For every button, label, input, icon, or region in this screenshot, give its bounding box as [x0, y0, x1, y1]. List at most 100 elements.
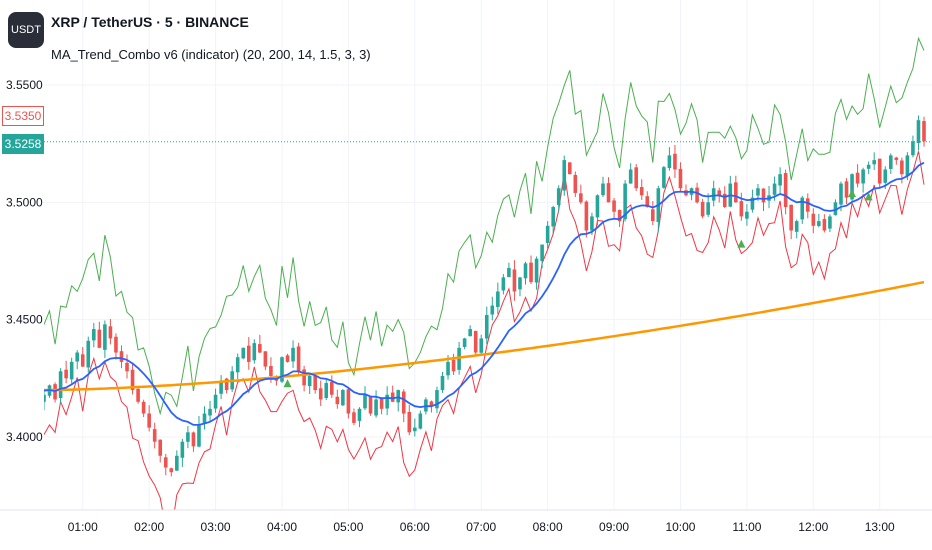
candle-body: [872, 160, 876, 165]
candle-body: [695, 187, 699, 203]
candle-body: [805, 198, 810, 212]
x-tick-label: 11:00: [732, 520, 761, 534]
candle-body: [329, 381, 334, 395]
candle-body: [584, 201, 589, 231]
candle-body: [534, 258, 539, 283]
candle-body: [147, 413, 151, 428]
candle-body: [540, 244, 544, 261]
indicator-legend-text: MA_Trend_Combo v6 (indicator) (20, 200, …: [51, 47, 371, 62]
candle-body: [900, 160, 904, 175]
candle-body: [667, 155, 672, 169]
candle-body: [496, 291, 500, 307]
candle-body: [595, 195, 600, 218]
x-tick-label: 01:00: [68, 520, 98, 534]
candle-body: [219, 380, 223, 394]
candle-body: [357, 408, 362, 421]
candle-body: [866, 164, 871, 169]
x-tick-label: 03:00: [201, 520, 231, 534]
candle-body: [523, 263, 528, 279]
candle-body: [125, 362, 129, 372]
candle-body: [75, 352, 80, 362]
candle-body: [462, 338, 467, 347]
candle-body: [811, 213, 816, 226]
buy-signal-marker: [864, 192, 873, 201]
y-tick-label: 3.4000: [6, 430, 43, 444]
x-tick-label: 05:00: [333, 520, 363, 534]
candle-body: [302, 369, 306, 386]
candle-body: [833, 202, 838, 216]
candle-body: [169, 468, 174, 473]
candle-body: [706, 202, 710, 215]
symbol-badge-label: USDT: [11, 24, 41, 36]
candle-body: [518, 277, 522, 290]
candle-body: [783, 173, 788, 208]
candle-body: [363, 394, 367, 409]
candle-body: [119, 351, 124, 362]
candle-body: [739, 201, 744, 217]
candle-body: [545, 225, 550, 243]
candle-body: [888, 155, 893, 169]
x-tick-label: 02:00: [134, 520, 164, 534]
candle-body: [911, 141, 915, 156]
candle-body: [756, 188, 760, 196]
candle-body: [446, 361, 450, 376]
candle-body: [855, 172, 860, 184]
candle-body: [490, 305, 495, 315]
candle-body: [822, 219, 827, 231]
indicator-legend[interactable]: MA_Trend_Combo v6 (indicator) (20, 200, …: [51, 47, 371, 62]
candle-body: [307, 375, 312, 387]
candle-body: [750, 197, 755, 210]
candle-body: [850, 174, 854, 200]
y-tick-label: 3.5000: [6, 195, 43, 209]
candle-body: [440, 375, 445, 391]
candle-body: [844, 181, 849, 198]
candle-body: [590, 216, 594, 231]
candle-body: [529, 262, 533, 283]
candle-body: [745, 211, 749, 219]
candle-body: [396, 390, 401, 403]
candle-body: [108, 326, 113, 339]
candle-body: [313, 375, 317, 391]
x-tick-label: 09:00: [599, 520, 629, 534]
candle-body: [507, 268, 511, 277]
upper-band-line: [43, 36, 925, 416]
chart-title[interactable]: XRP / TetherUS · 5 · BINANCE: [51, 14, 249, 30]
candle-body: [794, 221, 799, 232]
candle-body: [789, 204, 793, 231]
candle-body: [130, 369, 135, 391]
candle-body: [429, 401, 434, 407]
candle-body: [861, 169, 865, 184]
candle-body: [817, 221, 821, 226]
candle-body: [324, 383, 329, 399]
candle-body: [136, 388, 140, 402]
candle-body: [562, 160, 567, 191]
candle-body: [894, 157, 899, 161]
candle-body: [368, 396, 373, 414]
candle-body: [639, 187, 644, 196]
candle-body: [390, 392, 395, 402]
candle-body: [573, 174, 578, 193]
candle-body: [246, 345, 251, 362]
candle-body: [263, 351, 268, 367]
candle-body: [141, 401, 146, 414]
candle-body: [634, 167, 639, 189]
y-axis-band: [0, 0, 44, 550]
lower-band-line: [43, 151, 925, 535]
candle-body: [673, 153, 677, 170]
y-tick-label: 3.5500: [6, 78, 43, 92]
candle-body: [152, 429, 157, 442]
candle-body: [352, 412, 356, 423]
candle-body: [905, 155, 910, 177]
candle-body: [86, 340, 91, 368]
symbol-badge[interactable]: USDT: [8, 12, 44, 48]
candle-body: [479, 338, 484, 353]
candle-body: [97, 329, 102, 348]
candle-body: [252, 343, 257, 361]
candle-body: [379, 398, 384, 409]
candle-body: [163, 457, 168, 468]
candle-body: [662, 167, 666, 188]
candle-body: [512, 269, 517, 292]
candle-body: [711, 188, 716, 201]
